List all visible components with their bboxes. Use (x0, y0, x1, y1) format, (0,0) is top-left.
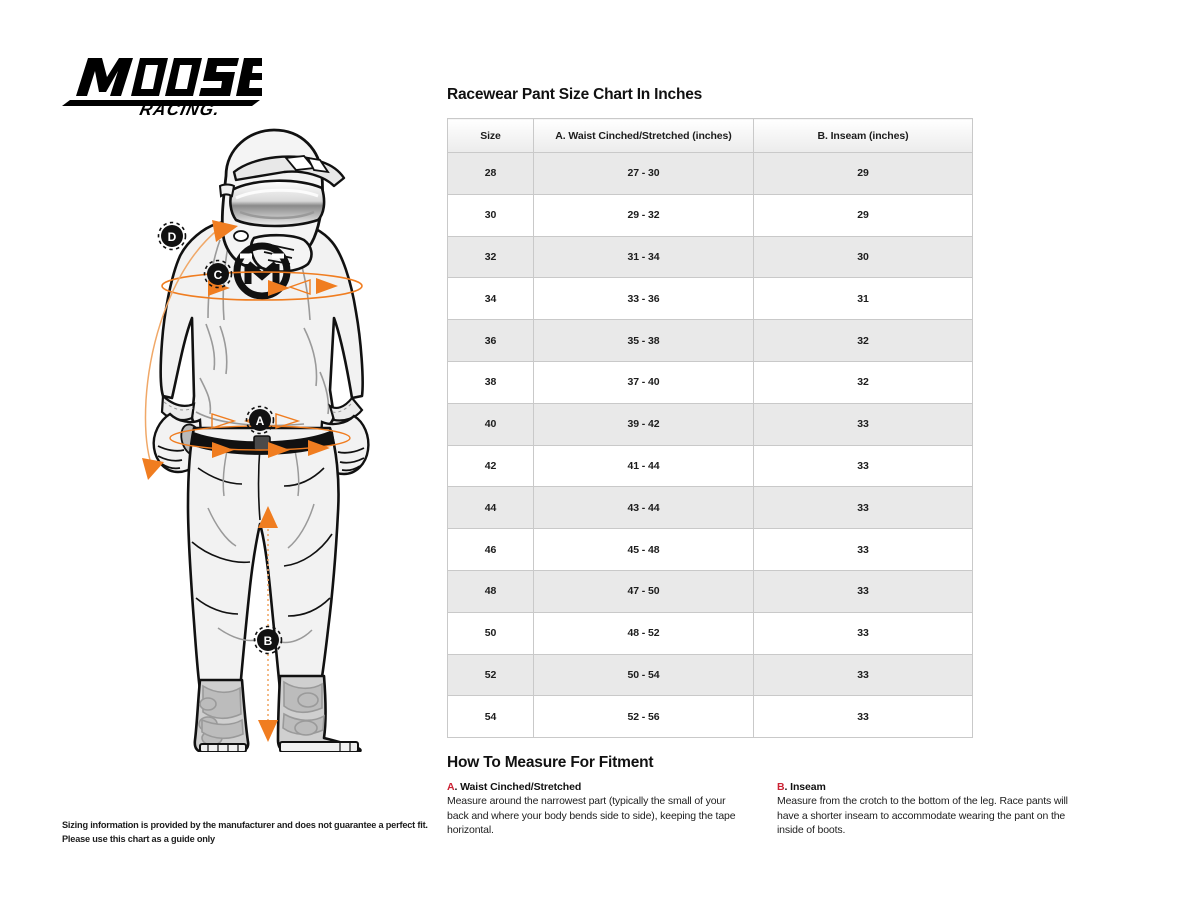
inseam-measure-line-b: B (253, 506, 283, 742)
table-row: 28 27 - 30 29 (447, 152, 973, 195)
marker-label-c: C (214, 268, 223, 282)
moose-racing-logo-svg: RACING. (62, 58, 275, 119)
moose-racing-logo: RACING. (62, 44, 275, 119)
table-row: 30 29 - 32 29 (447, 193, 973, 237)
cell-inseam: 30 (753, 235, 973, 279)
table-row: 40 39 - 42 33 (447, 402, 973, 446)
cell-inseam: 29 (753, 193, 973, 237)
table-row: 32 31 - 34 30 (447, 235, 973, 279)
measure-letter-a: A (447, 781, 455, 793)
table-row: 36 35 - 38 32 (447, 319, 973, 362)
column-header-inseam: B. Inseam (inches) (753, 118, 973, 153)
marker-label-a: A (256, 414, 265, 428)
cell-inseam: 29 (753, 152, 973, 195)
cell-waist: 52 - 56 (533, 695, 754, 739)
cell-size: 50 (447, 611, 534, 655)
rider-measurement-illustration: C A D (108, 128, 414, 754)
cell-inseam: 33 (753, 653, 973, 697)
cell-waist: 43 - 44 (533, 486, 754, 530)
cell-size: 32 (447, 235, 534, 279)
cell-size: 36 (447, 319, 534, 362)
cell-size: 30 (447, 193, 534, 237)
cell-waist: 37 - 40 (533, 360, 754, 404)
cell-waist: 27 - 30 (533, 152, 754, 195)
how-to-measure-section: How To Measure For Fitment A. Waist Cinc… (447, 754, 1087, 838)
chart-title: Racewear Pant Size Chart In Inches (447, 86, 703, 103)
measure-item-waist: A. Waist Cinched/Stretched Measure aroun… (447, 781, 777, 838)
table-row: 34 33 - 36 31 (447, 277, 973, 321)
how-to-measure-heading: How To Measure For Fitment (447, 754, 654, 771)
cell-inseam: 33 (753, 444, 973, 488)
cell-size: 42 (447, 444, 534, 488)
rider-illustration-svg: C A D (142, 128, 370, 754)
moose-wordmark (62, 58, 275, 106)
cell-size: 52 (447, 653, 534, 697)
sizing-disclaimer: Sizing information is provided by the ma… (62, 820, 428, 844)
cell-waist: 45 - 48 (533, 528, 754, 571)
table-row: 54 52 - 56 33 (447, 695, 973, 739)
cell-size: 38 (447, 360, 534, 404)
cell-waist: 48 - 52 (533, 611, 754, 655)
measure-item-inseam-text: Measure from the crotch to the bottom of… (777, 795, 1068, 837)
cell-size: 54 (447, 695, 534, 739)
cell-waist: 41 - 44 (533, 444, 754, 488)
measure-item-inseam-label: B. Inseam (777, 781, 1087, 793)
cell-size: 28 (447, 152, 534, 195)
cell-waist: 39 - 42 (533, 402, 754, 446)
table-row: 52 50 - 54 33 (447, 653, 973, 697)
chest-measure-loop-c: C (161, 259, 363, 301)
sleeve-measure-arc-d: D (142, 220, 238, 480)
cell-size: 48 (447, 569, 534, 613)
table-row: 44 43 - 44 33 (447, 486, 973, 530)
marker-label-d: D (168, 230, 177, 244)
cell-size: 46 (447, 528, 534, 571)
table-row: 42 41 - 44 33 (447, 444, 973, 488)
how-to-measure-columns: A. Waist Cinched/Stretched Measure aroun… (447, 781, 1087, 838)
cell-waist: 31 - 34 (533, 235, 754, 279)
cell-waist: 33 - 36 (533, 277, 754, 321)
table-row: 48 47 - 50 33 (447, 569, 973, 613)
column-header-waist: A. Waist Cinched/Stretched (inches) (533, 118, 754, 153)
cell-waist: 35 - 38 (533, 319, 754, 362)
size-chart-table: Size A. Waist Cinched/Stretched (inches)… (447, 118, 973, 739)
measure-item-inseam-name: Inseam (790, 781, 826, 793)
cell-size: 44 (447, 486, 534, 530)
measure-item-waist-text: Measure around the narrowest part (typic… (447, 795, 736, 837)
table-header-row: Size A. Waist Cinched/Stretched (inches)… (447, 118, 973, 153)
table-row: 50 48 - 52 33 (447, 611, 973, 655)
marker-label-b: B (264, 634, 273, 648)
cell-inseam: 31 (753, 277, 973, 321)
cell-inseam: 33 (753, 402, 973, 446)
cell-waist: 50 - 54 (533, 653, 754, 697)
cell-size: 40 (447, 402, 534, 446)
measure-item-waist-label: A. Waist Cinched/Stretched (447, 781, 749, 793)
measurement-annotations: C A D (142, 220, 363, 742)
rider-body (152, 128, 370, 754)
cell-waist: 47 - 50 (533, 569, 754, 613)
table-body: 28 27 - 30 29 30 29 - 32 29 32 31 - 34 30 34 33 - … (447, 152, 973, 739)
table-row: 38 37 - 40 32 (447, 360, 973, 404)
cell-inseam: 33 (753, 569, 973, 613)
cell-inseam: 33 (753, 695, 973, 739)
svg-text:RACING.: RACING. (138, 99, 222, 116)
measure-letter-a-suffix: . (454, 781, 458, 793)
measure-letter-b-suffix: . (784, 781, 788, 793)
waist-measure-loop-a: A (169, 405, 351, 458)
measure-item-waist-name: Waist Cinched/Stretched (460, 781, 582, 793)
chest-moose-logo (233, 242, 291, 300)
table-row: 46 45 - 48 33 (447, 528, 973, 571)
cell-inseam: 33 (753, 486, 973, 530)
size-chart-panel: Racewear Pant Size Chart In Inches Size … (447, 86, 973, 739)
measure-item-inseam: B. Inseam Measure from the crotch to the… (777, 781, 1087, 838)
cell-inseam: 32 (753, 360, 973, 404)
cell-inseam: 32 (753, 319, 973, 362)
racing-subwordmark: RACING. (138, 99, 222, 119)
column-header-size: Size (447, 118, 534, 153)
cell-waist: 29 - 32 (533, 193, 754, 237)
table-header: Size A. Waist Cinched/Stretched (inches)… (447, 118, 973, 153)
cell-inseam: 33 (753, 528, 973, 571)
cell-size: 34 (447, 277, 534, 321)
cell-inseam: 33 (753, 611, 973, 655)
measure-letter-b: B (777, 781, 785, 793)
